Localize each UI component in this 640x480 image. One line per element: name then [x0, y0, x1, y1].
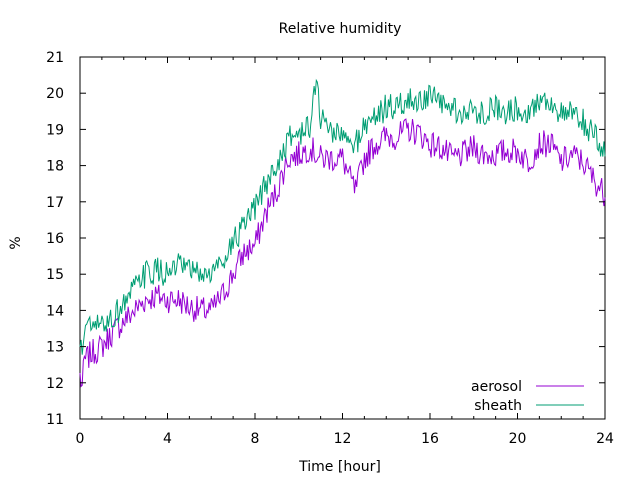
y-axis: 11 12 13 14 15 16 17 18 19 20 21: [46, 50, 605, 428]
legend: aerosol sheath: [471, 379, 584, 414]
y-tick-label: 14: [46, 303, 64, 319]
series-line-sheath: [79, 78, 606, 355]
legend-label-aerosol: aerosol: [471, 379, 522, 395]
x-tick-label: 0: [76, 431, 85, 447]
y-tick-label: 18: [46, 159, 64, 175]
x-tick-label: 16: [421, 431, 439, 447]
x-axis-label: Time [hour]: [298, 459, 381, 475]
y-tick-label: 21: [46, 50, 64, 66]
x-axis: 0 4 8 12 16 20 24: [76, 57, 614, 447]
y-tick-label: 11: [46, 412, 64, 428]
plot-frame: [79, 56, 606, 420]
y-tick-label: 15: [46, 267, 64, 283]
y-tick-label: 19: [46, 122, 64, 138]
x-tick-label: 4: [163, 431, 172, 447]
y-tick-label: 20: [46, 86, 64, 102]
series-layer: [79, 78, 606, 388]
y-tick-label: 12: [46, 376, 64, 392]
plot-border: [79, 56, 606, 420]
y-axis-label: %: [8, 236, 24, 249]
x-tick-label: 8: [251, 431, 260, 447]
x-tick-label: 24: [596, 431, 614, 447]
y-tick-label: 13: [46, 340, 64, 356]
legend-label-sheath: sheath: [474, 398, 522, 414]
series-line-aerosol: [79, 118, 606, 388]
y-tick-label: 17: [46, 195, 64, 211]
x-tick-label: 20: [509, 431, 527, 447]
y-tick-label: 16: [46, 231, 64, 247]
chart-title: Relative humidity: [279, 21, 402, 37]
x-tick-label: 12: [334, 431, 352, 447]
